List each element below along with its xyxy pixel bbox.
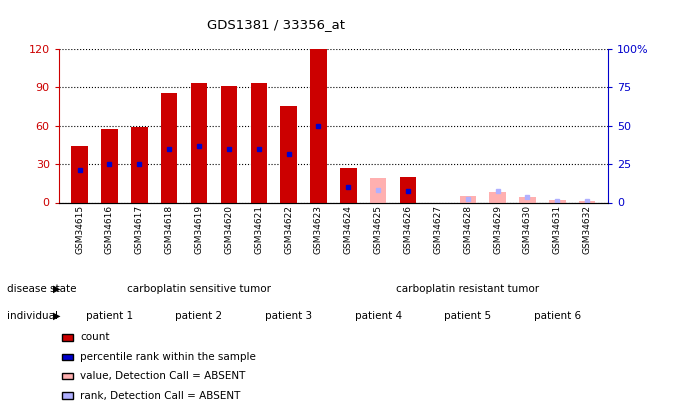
Text: patient 2: patient 2 <box>176 311 223 321</box>
Bar <box>161 94 178 202</box>
Bar <box>489 192 506 202</box>
Text: ▶: ▶ <box>53 311 61 321</box>
Text: patient 1: patient 1 <box>86 311 133 321</box>
Bar <box>579 201 596 202</box>
Bar <box>102 130 117 202</box>
Text: percentile rank within the sample: percentile rank within the sample <box>80 352 256 362</box>
Bar <box>519 197 536 202</box>
Text: carboplatin sensitive tumor: carboplatin sensitive tumor <box>127 284 271 294</box>
Bar <box>281 107 297 202</box>
Bar <box>370 178 386 202</box>
Text: count: count <box>80 333 110 342</box>
Text: patient 4: patient 4 <box>354 311 401 321</box>
Bar <box>71 146 88 202</box>
Text: patient 5: patient 5 <box>444 311 491 321</box>
Bar <box>400 177 416 202</box>
Bar <box>549 200 565 202</box>
Text: disease state: disease state <box>7 284 77 294</box>
Text: value, Detection Call = ABSENT: value, Detection Call = ABSENT <box>80 371 245 381</box>
Text: ▶: ▶ <box>53 284 61 294</box>
Bar <box>340 168 357 202</box>
Text: patient 3: patient 3 <box>265 311 312 321</box>
Text: patient 6: patient 6 <box>533 311 581 321</box>
Bar <box>131 127 148 202</box>
Text: individual: individual <box>7 311 58 321</box>
Bar <box>460 196 476 202</box>
Bar <box>310 49 327 202</box>
Text: carboplatin resistant tumor: carboplatin resistant tumor <box>396 284 539 294</box>
Text: GDS1381 / 33356_at: GDS1381 / 33356_at <box>207 18 346 31</box>
Text: rank, Detection Call = ABSENT: rank, Detection Call = ABSENT <box>80 391 240 401</box>
Bar <box>191 83 207 202</box>
Bar <box>220 86 237 202</box>
Bar <box>251 83 267 202</box>
